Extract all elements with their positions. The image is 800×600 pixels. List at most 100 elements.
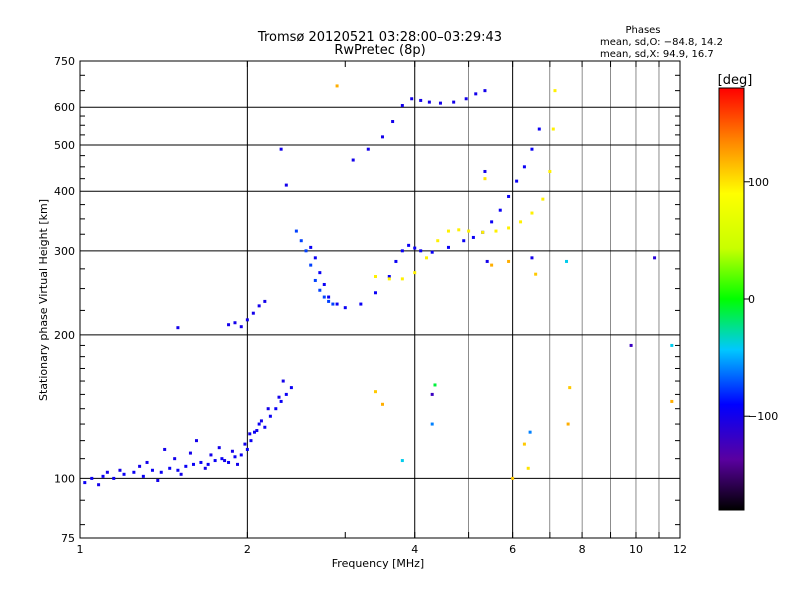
data-point [236,462,240,466]
data-point [553,89,557,93]
data-point [366,147,370,151]
data-point [220,457,224,461]
data-point [526,466,530,470]
data-point [481,230,485,234]
x-tick-label: 1 [77,543,84,556]
y-tick-label: 600 [54,101,75,114]
data-point [343,306,347,310]
data-point [90,476,94,480]
data-point [259,419,263,423]
colorbar-ticks: 100 0 −100 [744,176,778,423]
data-point [304,249,308,253]
data-point [511,476,515,480]
data-point [436,239,440,243]
data-point [380,135,384,139]
data-point [430,250,434,254]
data-point [400,277,404,281]
data-point [257,304,261,308]
data-point [483,169,487,173]
data-point [413,271,417,275]
y-axis-label: Stationary phase Virtual Height [km] [37,199,50,401]
data-point [243,442,247,446]
data-point [568,386,572,390]
data-point [400,459,404,463]
data-point [457,228,461,232]
data-point [268,414,272,418]
data-point [159,470,163,474]
data-point [427,100,431,104]
y-tick-label: 400 [54,185,75,198]
data-point [537,127,541,131]
data-point [179,472,183,476]
data-point [464,97,468,101]
data-point [176,468,180,472]
data-point [522,165,526,169]
data-point [400,249,404,253]
data-point [446,229,450,233]
data-point [223,459,227,463]
data-point [373,390,377,394]
data-point [245,318,249,322]
data-point [485,259,489,263]
data-point [289,386,293,390]
data-point [322,282,326,286]
data-point [97,483,101,487]
data-point [122,472,126,476]
phase-legend: Phases mean, sd,O: −84.8, 14.2 mean, sd,… [600,25,723,60]
data-point [670,399,674,403]
data-point [407,243,411,247]
data-point [462,239,466,243]
data-point [419,98,423,102]
data-point [548,169,552,173]
chart-subtitle: RwPretec (8p) [334,43,425,58]
colorbar-gradient [718,87,745,511]
data-point [176,326,180,330]
data-point [245,447,249,451]
data-point [387,275,391,279]
data-point [274,407,278,411]
phase-legend-line-x: mean, sd,X: 94.9, 16.7 [600,49,714,60]
data-point [105,470,109,474]
phase-legend-line-o: mean, sd,O: −84.8, 14.2 [600,37,723,48]
data-point [199,460,203,464]
data-point [515,179,519,183]
data-point [227,460,231,464]
data-point [351,158,355,162]
data-point [322,295,326,299]
data-point [138,464,142,468]
data-point [467,229,471,233]
data-point [279,147,283,151]
colorbar-label: [deg] [718,73,753,88]
phase-legend-title: Phases [625,25,660,36]
data-point [279,399,283,403]
data-point [373,291,377,295]
data-point [331,302,335,306]
grid [80,61,680,538]
data-point [145,460,149,464]
data-point [217,446,221,450]
data-point [565,259,569,263]
data-point [206,462,210,466]
y-tick-label: 200 [54,329,75,342]
data-point [263,299,267,303]
data-point [471,235,475,239]
data-point [410,97,414,101]
colorbar: [deg] 100 0 −100 [718,73,778,511]
data-point [132,470,136,474]
data-points [83,84,674,487]
data-point [318,288,322,292]
x-tick-label: 12 [673,543,687,556]
y-tick-label: 750 [54,55,75,68]
data-point [438,101,442,105]
data-point [233,455,237,459]
data-point [387,277,391,281]
data-point [425,256,429,260]
data-point [257,422,261,426]
data-point [373,275,377,279]
x-tick-label: 8 [579,543,586,556]
chart-title: Tromsø 20120521 03:28:00–03:29:43 [257,30,502,45]
data-point [494,229,498,233]
data-point [327,299,331,303]
colorbar-tick-label: −100 [748,410,778,423]
